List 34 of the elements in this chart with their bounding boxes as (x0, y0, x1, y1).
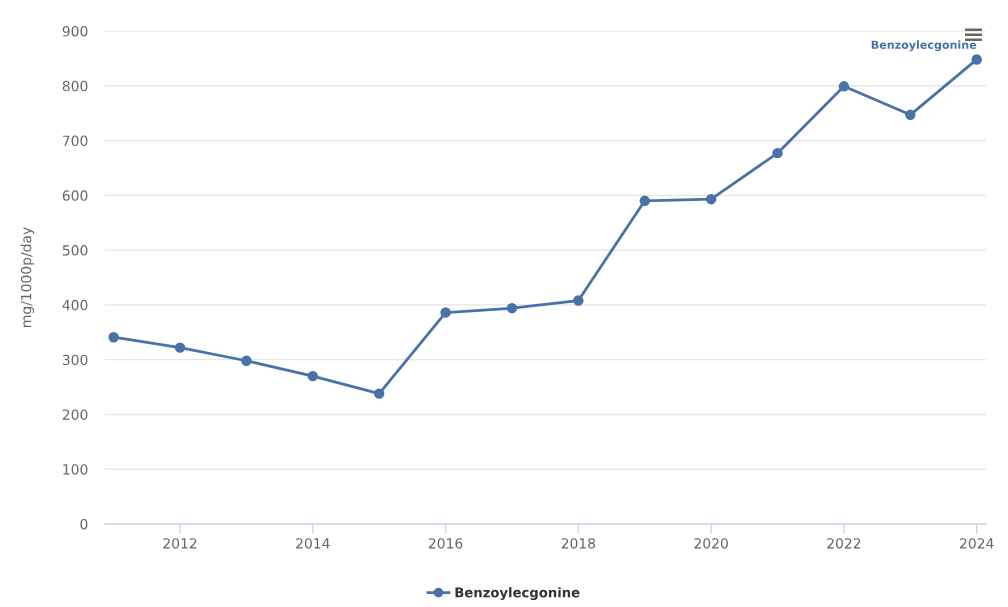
y-tick-label: 500 (62, 245, 88, 256)
x-tick-label: 2014 (296, 538, 330, 549)
y-tick-label: 900 (62, 25, 88, 37)
point (705, 193, 717, 205)
x-tick-label: 2022 (827, 538, 861, 549)
point (573, 295, 584, 306)
x-tick-label: 2012 (163, 538, 197, 549)
y-tick-label: 600 (62, 190, 88, 201)
point (174, 342, 186, 353)
point (506, 302, 518, 314)
point (307, 370, 319, 382)
x-tick-label: 2024 (960, 538, 994, 549)
point (971, 54, 982, 65)
legend-label: Benzoylecgonine (455, 587, 580, 601)
point (241, 355, 252, 366)
y-tick-label: 700 (62, 135, 88, 147)
point (772, 147, 783, 159)
y-tick-label: 400 (62, 299, 88, 311)
point (440, 307, 451, 318)
x-tick-label: 2018 (561, 538, 596, 549)
point (639, 195, 650, 207)
y-tick-label: 300 (62, 354, 88, 366)
y-tick-label: 0 (80, 518, 88, 530)
y-tick-label: 100 (63, 464, 88, 475)
text: Benzoylecgonine (871, 40, 977, 52)
x-tick-label: 2016 (428, 538, 463, 549)
x-tick-label: 2020 (694, 538, 728, 549)
point (905, 109, 916, 121)
y-axis-title: mg/1000p/day (20, 227, 35, 327)
point (373, 388, 385, 399)
y-tick-label: 200 (62, 409, 88, 420)
point (108, 331, 119, 343)
y-tick-label: 800 (62, 80, 88, 92)
point (838, 81, 850, 92)
